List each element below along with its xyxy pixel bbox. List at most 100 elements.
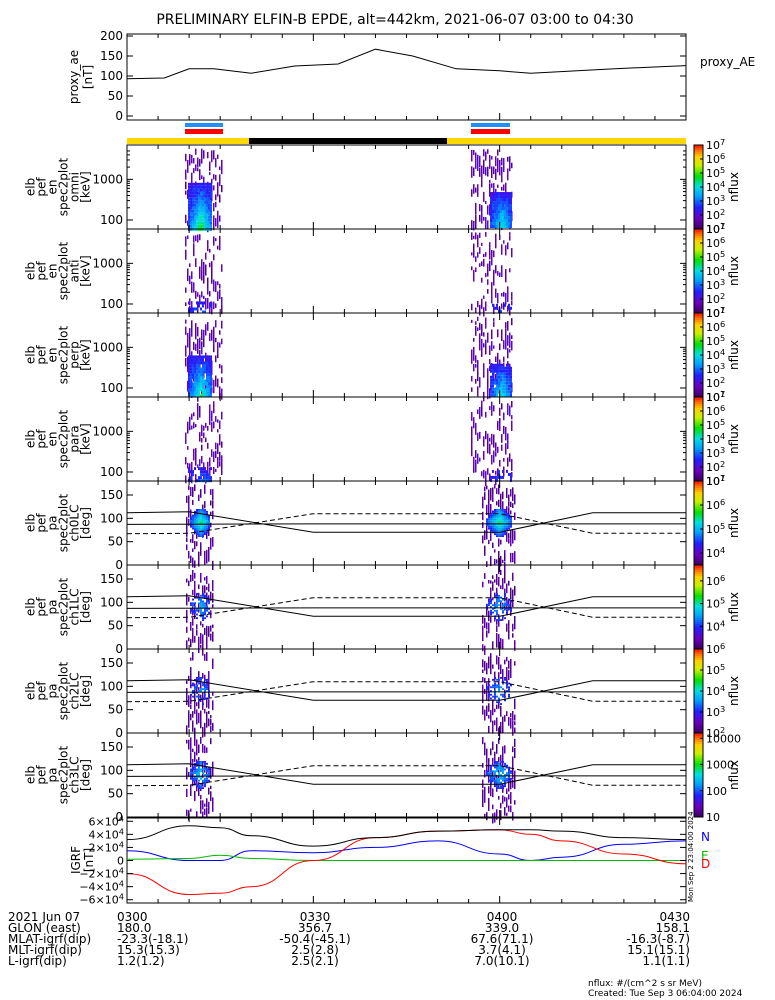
spectrogram-pixel bbox=[498, 525, 500, 528]
spectrogram-pixel bbox=[514, 512, 516, 520]
spectrogram-pixel bbox=[200, 516, 202, 519]
spectrogram-pixel bbox=[187, 364, 189, 373]
spectrogram-pixel bbox=[188, 218, 190, 222]
spectrogram-pixel bbox=[196, 358, 198, 362]
spectrogram-pixel bbox=[190, 704, 192, 710]
spectrogram-pixel bbox=[507, 305, 509, 312]
spectrogram-pixel bbox=[502, 504, 504, 511]
spectrogram-pixel bbox=[498, 678, 500, 681]
colorbar-segment bbox=[694, 682, 703, 686]
spectrogram-pixel bbox=[490, 781, 492, 784]
colorbar-segment bbox=[694, 814, 703, 818]
spectrogram-pixel bbox=[217, 443, 219, 455]
colorbar-segment bbox=[694, 481, 703, 484]
spectrogram-pixel bbox=[217, 154, 219, 159]
panel-ylabel: spec2plot bbox=[57, 325, 71, 384]
spectrogram-pixel bbox=[190, 808, 192, 812]
spectrogram-pixel bbox=[206, 394, 208, 398]
spectrogram-pixel bbox=[486, 518, 488, 521]
spectrogram-pixel bbox=[196, 209, 198, 213]
spectrogram-pixel bbox=[206, 747, 208, 753]
spectrogram-pixel bbox=[511, 340, 513, 351]
spectrogram-pixel bbox=[215, 201, 217, 208]
spectrogram-pixel bbox=[195, 164, 197, 171]
colorbar-segment bbox=[694, 187, 703, 190]
spectrogram-pixel bbox=[204, 518, 206, 521]
spectrogram-pixel bbox=[217, 292, 219, 301]
spectrogram-pixel bbox=[500, 555, 502, 567]
spectrogram-frame bbox=[126, 228, 687, 314]
spectrogram-pixel bbox=[198, 535, 200, 537]
spectrogram-pixel bbox=[200, 476, 202, 480]
spectrogram-pixel bbox=[208, 527, 210, 530]
spectrogram-pixel bbox=[502, 204, 504, 208]
spectrogram-pixel bbox=[479, 408, 481, 419]
spectrogram-pixel bbox=[499, 272, 501, 278]
spectrogram-pixel bbox=[483, 470, 485, 474]
spectrogram-pixel bbox=[502, 518, 504, 521]
spectrogram-pixel bbox=[498, 510, 500, 513]
spectrogram-pixel bbox=[490, 475, 492, 479]
spectrogram-pixel bbox=[206, 586, 208, 591]
spectrogram-pixel bbox=[498, 198, 500, 202]
igrf-d-line bbox=[126, 829, 687, 896]
spectrogram-pixel bbox=[488, 539, 490, 545]
spectrogram-pixel bbox=[486, 748, 488, 758]
spectrogram-pixel bbox=[192, 224, 194, 228]
spectrogram-pixel bbox=[492, 378, 494, 382]
spectrogram-pixel bbox=[185, 319, 187, 324]
spectrogram-pixel bbox=[186, 595, 188, 606]
spectrogram-pixel bbox=[490, 527, 492, 530]
spectrogram-pixel bbox=[485, 350, 487, 354]
spectrogram-pixel bbox=[194, 373, 196, 377]
spectrogram-pixel bbox=[488, 797, 490, 807]
spectrogram-pixel bbox=[490, 602, 492, 605]
spectrogram-pixel bbox=[473, 167, 475, 177]
spectrogram-pixel bbox=[196, 774, 198, 776]
spectrogram-pixel bbox=[488, 772, 490, 775]
spectrogram-pixel bbox=[479, 247, 481, 254]
spectrogram-pixel bbox=[206, 388, 208, 392]
spectrogram-pixel bbox=[208, 626, 210, 637]
spectrogram-pixel bbox=[510, 201, 512, 205]
spectrogram-pixel bbox=[498, 686, 500, 689]
spectrogram-pixel bbox=[506, 686, 508, 689]
spectrogram-pixel bbox=[202, 762, 204, 772]
spectrogram-pixel bbox=[482, 631, 484, 641]
spectrogram-pixel bbox=[493, 405, 495, 412]
spectrogram-pixel bbox=[219, 174, 221, 187]
spectrogram-pixel bbox=[192, 188, 194, 192]
spectrogram-pixel bbox=[506, 207, 508, 211]
colorbar-segment bbox=[694, 730, 703, 734]
colorbar-segment bbox=[694, 758, 703, 761]
spectrogram-pixel bbox=[491, 401, 493, 411]
spectrogram-pixel bbox=[505, 322, 507, 329]
spectrogram-pixel bbox=[506, 797, 508, 808]
colorbar-segment bbox=[694, 802, 703, 805]
spectrogram-pixel bbox=[213, 451, 215, 463]
spectrogram-pixel bbox=[210, 364, 212, 368]
spectrogram-pixel bbox=[498, 522, 500, 524]
spectrogram-pixel bbox=[201, 437, 203, 443]
spectrogram-pixel bbox=[201, 259, 203, 270]
colorbar-segment bbox=[694, 644, 703, 648]
spectrogram-pixel bbox=[196, 221, 198, 225]
spectrogram-pixel bbox=[499, 160, 501, 165]
colorbar-segment bbox=[694, 571, 703, 574]
spectrogram-pixel bbox=[491, 249, 493, 259]
spectrogram-pixel bbox=[198, 510, 200, 513]
spectrogram-pixel bbox=[508, 213, 510, 217]
spectrogram-pixel bbox=[499, 407, 501, 416]
spectrogram-pixel bbox=[196, 215, 198, 219]
spectrogram-pixel bbox=[492, 494, 494, 501]
panel-ylabel: elb bbox=[24, 262, 38, 280]
spectrogram-pixel bbox=[494, 213, 496, 217]
spectrogram-pixel bbox=[188, 379, 190, 383]
spectrogram-pixel bbox=[192, 522, 194, 524]
spectrogram-pixel bbox=[471, 349, 473, 356]
spectrogram-pixel bbox=[488, 489, 490, 501]
spectrogram-pixel bbox=[505, 292, 507, 305]
spectrogram-pixel bbox=[492, 192, 494, 196]
panel-ylabel: pef bbox=[35, 345, 49, 365]
